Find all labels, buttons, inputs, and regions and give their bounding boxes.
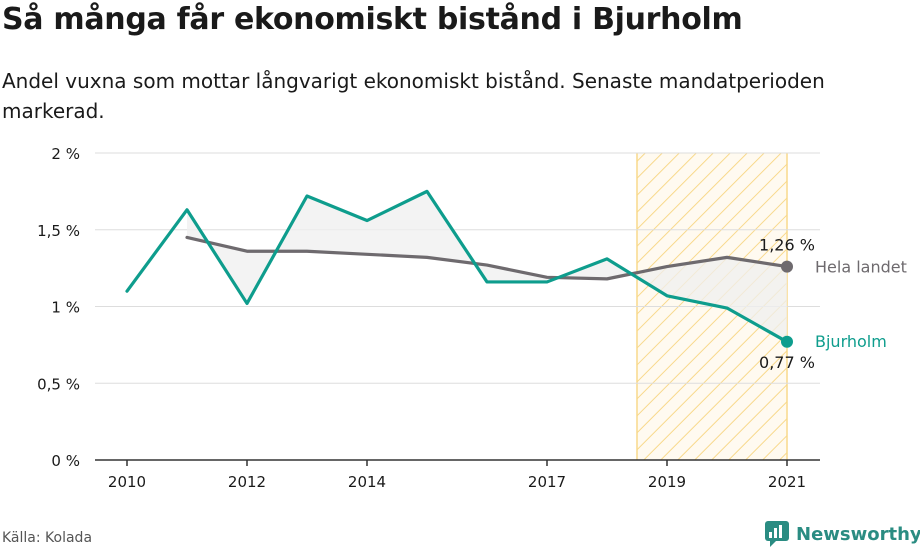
chart-subtitle: Andel vuxna som mottar långvarigt ekonom… bbox=[2, 69, 825, 123]
value-label-bjurholm: 0,77 % bbox=[759, 353, 815, 372]
source-note: Källa: Kolada bbox=[2, 530, 93, 546]
x-tick-label: 2021 bbox=[768, 473, 806, 491]
x-tick-label: 2019 bbox=[648, 473, 686, 491]
brand-logo: Newsworthy bbox=[764, 520, 920, 548]
series-label-bjurholm: Bjurholm bbox=[815, 332, 887, 351]
series-line-bjurholm bbox=[125, 189, 789, 344]
brand-name: Newsworthy bbox=[796, 523, 920, 545]
y-tick-label: 1,5 % bbox=[37, 222, 80, 240]
x-tick-label: 2017 bbox=[528, 473, 566, 491]
chart-title: Så många får ekonomiskt bistånd i Bjurho… bbox=[2, 2, 743, 37]
series-line-hela-landet bbox=[185, 235, 789, 281]
end-point-bjurholm bbox=[781, 335, 793, 348]
x-tick-label: 2010 bbox=[108, 473, 146, 491]
value-label-hela-landet: 1,26 % bbox=[759, 236, 815, 255]
end-point-hela-landet bbox=[781, 260, 793, 273]
series-label-hela-landet: Hela landet bbox=[815, 258, 907, 277]
y-tick-label: 2 % bbox=[51, 145, 80, 163]
y-tick-label: 0 % bbox=[51, 452, 80, 470]
x-tick-label: 2014 bbox=[348, 473, 386, 491]
x-tick-label: 2012 bbox=[228, 473, 266, 491]
y-tick-label: 1 % bbox=[51, 299, 80, 317]
y-tick-label: 0,5 % bbox=[37, 375, 80, 393]
newsworthy-logo-icon bbox=[765, 521, 789, 547]
